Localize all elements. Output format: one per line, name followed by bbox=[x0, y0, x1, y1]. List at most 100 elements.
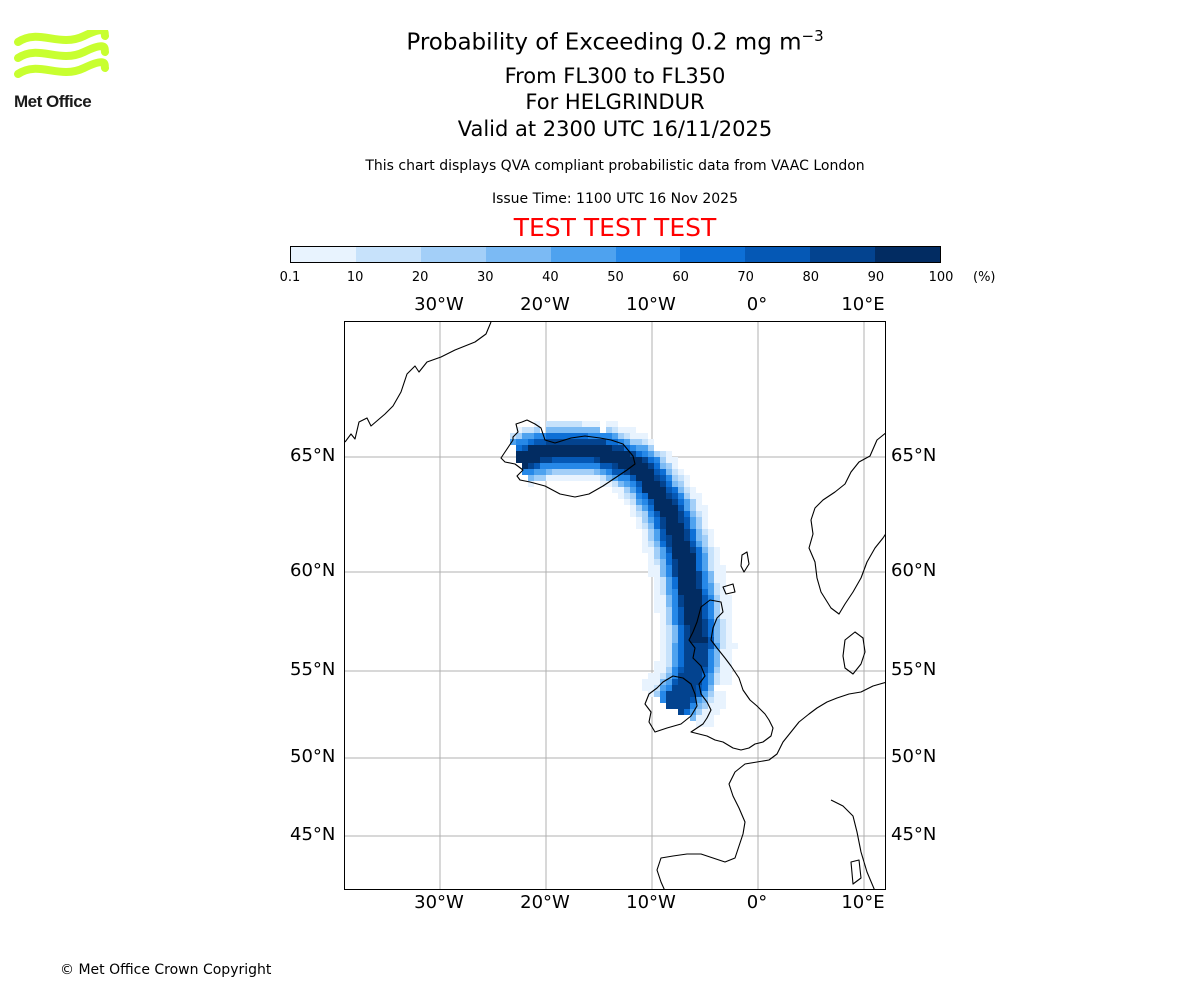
plume-cell bbox=[666, 643, 672, 649]
plume-cell bbox=[648, 547, 654, 553]
plume-cell bbox=[588, 475, 594, 481]
plume-cell bbox=[528, 445, 534, 451]
plume-cell bbox=[636, 523, 642, 529]
test-banner: TEST TEST TEST bbox=[513, 213, 717, 242]
plume-cell bbox=[594, 433, 600, 439]
plume-cell bbox=[654, 457, 660, 463]
plume-cell bbox=[600, 457, 606, 463]
plume-cell bbox=[570, 427, 576, 433]
plume-cell bbox=[726, 607, 732, 613]
plume-cell bbox=[672, 571, 678, 577]
plume-cell bbox=[678, 691, 684, 697]
plume-cell bbox=[618, 457, 624, 463]
plume-cell bbox=[678, 613, 684, 619]
plume-cell bbox=[618, 469, 624, 475]
plume-cell bbox=[720, 619, 726, 625]
longitude-label: 20°W bbox=[520, 294, 570, 315]
plume-cell bbox=[564, 451, 570, 457]
plume-cell bbox=[708, 661, 714, 667]
plume-cell bbox=[510, 433, 516, 439]
plume-cell bbox=[642, 541, 648, 547]
plume-cell bbox=[642, 445, 648, 451]
plume-cell bbox=[678, 541, 684, 547]
plume-cell bbox=[654, 499, 660, 505]
plume-cell bbox=[552, 475, 558, 481]
iceland-coast bbox=[500, 419, 636, 498]
plume-cell bbox=[672, 469, 678, 475]
plume-cell bbox=[690, 547, 696, 553]
plume-cell bbox=[636, 487, 642, 493]
plume-cell bbox=[678, 697, 684, 703]
plume-cell bbox=[516, 445, 522, 451]
plume-cell bbox=[540, 457, 546, 463]
plume-cell bbox=[594, 457, 600, 463]
plume-cell bbox=[654, 517, 660, 523]
plume-cell bbox=[516, 433, 522, 439]
plume-cell bbox=[528, 427, 534, 433]
plume-cell bbox=[702, 607, 708, 613]
plume-cell bbox=[678, 577, 684, 583]
graticule bbox=[345, 322, 885, 889]
plume-cell bbox=[702, 517, 708, 523]
plume-cell bbox=[702, 565, 708, 571]
plume-cell bbox=[534, 445, 540, 451]
plume-cell bbox=[660, 571, 666, 577]
colorbar-tick-label: 30 bbox=[477, 270, 494, 285]
plume-cell bbox=[588, 469, 594, 475]
plume-cell bbox=[684, 493, 690, 499]
title-superscript: −3 bbox=[801, 27, 824, 45]
plume-cell bbox=[720, 691, 726, 697]
plume-cell bbox=[696, 511, 702, 517]
plume-cell bbox=[678, 493, 684, 499]
plume-cell bbox=[690, 559, 696, 565]
plume-cell bbox=[684, 673, 690, 679]
plume-cell bbox=[684, 703, 690, 709]
plume-cell bbox=[678, 547, 684, 553]
plume-cell bbox=[552, 427, 558, 433]
plume-cell bbox=[570, 457, 576, 463]
plume-cell bbox=[606, 451, 612, 457]
plume-cell bbox=[558, 439, 564, 445]
plume-cell bbox=[714, 673, 720, 679]
plume-cell bbox=[588, 463, 594, 469]
plume-cell bbox=[660, 523, 666, 529]
plume-cell bbox=[696, 685, 702, 691]
plume-cell bbox=[714, 577, 720, 583]
plume-cell bbox=[690, 661, 696, 667]
plume-cell bbox=[690, 679, 696, 685]
plume-cell bbox=[678, 535, 684, 541]
plume-cell bbox=[648, 469, 654, 475]
plume-cell bbox=[576, 463, 582, 469]
plume-cell bbox=[708, 607, 714, 613]
plume-cell bbox=[648, 523, 654, 529]
plume-cell bbox=[684, 571, 690, 577]
orkney-coast bbox=[722, 583, 736, 595]
plume-cell bbox=[636, 505, 642, 511]
plume-cell bbox=[684, 685, 690, 691]
plume-cell bbox=[672, 685, 678, 691]
plume-cell bbox=[624, 463, 630, 469]
plume-cell bbox=[636, 433, 642, 439]
plume-cell bbox=[648, 529, 654, 535]
plume-cell bbox=[708, 565, 714, 571]
plume-cell bbox=[690, 565, 696, 571]
plume-cell bbox=[600, 439, 606, 445]
latitude-label: 45°N bbox=[891, 824, 937, 845]
plume-cell bbox=[564, 433, 570, 439]
plume-cell bbox=[654, 679, 660, 685]
plume-cell bbox=[696, 505, 702, 511]
plume-cell bbox=[666, 475, 672, 481]
plume-cell bbox=[516, 451, 522, 457]
shetland-coast bbox=[740, 551, 750, 573]
plume-cell bbox=[630, 457, 636, 463]
plume-cell bbox=[552, 445, 558, 451]
plume-cell bbox=[678, 667, 684, 673]
plume-cell bbox=[660, 691, 666, 697]
plume-cell bbox=[606, 433, 612, 439]
plume-cell bbox=[702, 595, 708, 601]
plume-cell bbox=[672, 655, 678, 661]
plume-cell bbox=[660, 451, 666, 457]
plume-cell bbox=[726, 631, 732, 637]
plume-cell bbox=[648, 493, 654, 499]
plume-cell bbox=[672, 475, 678, 481]
